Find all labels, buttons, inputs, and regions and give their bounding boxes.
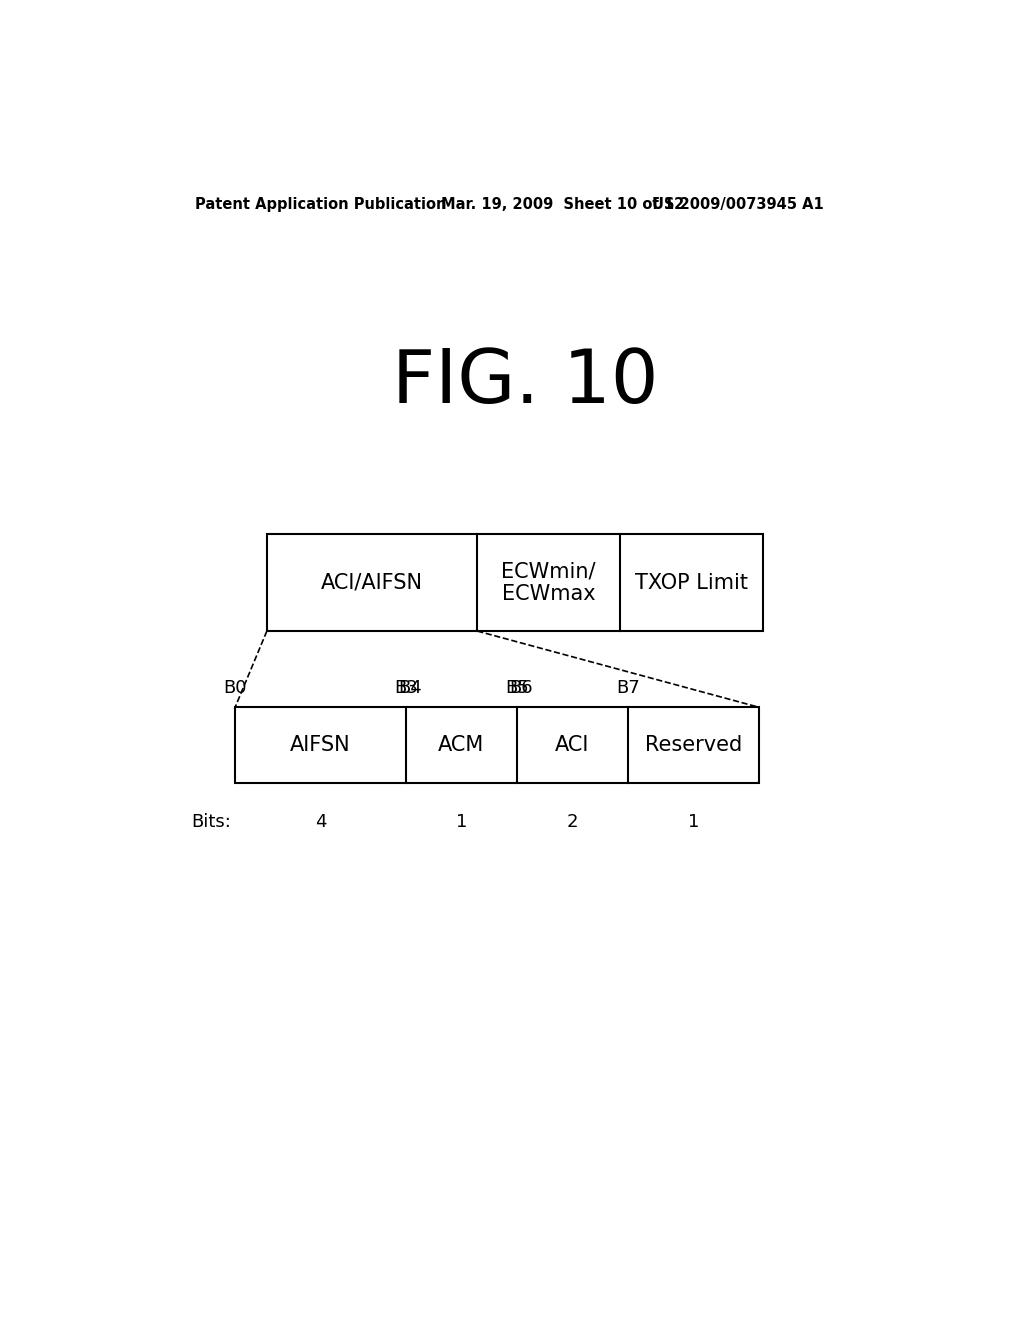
Text: ACI: ACI <box>555 735 590 755</box>
Text: ACM: ACM <box>438 735 484 755</box>
Text: FIG. 10: FIG. 10 <box>391 346 658 418</box>
Bar <box>267 535 763 631</box>
Text: B6: B6 <box>509 678 532 697</box>
Text: ACI/AIFSN: ACI/AIFSN <box>322 573 423 593</box>
Text: B0: B0 <box>223 678 247 697</box>
Text: B7: B7 <box>616 678 640 697</box>
Text: ECWmin/
ECWmax: ECWmin/ ECWmax <box>502 561 596 605</box>
Text: 2: 2 <box>566 813 579 832</box>
Bar <box>236 708 759 784</box>
Text: Reserved: Reserved <box>645 735 742 755</box>
Text: B4: B4 <box>398 678 422 697</box>
Text: US 2009/0073945 A1: US 2009/0073945 A1 <box>652 197 823 213</box>
Text: AIFSN: AIFSN <box>290 735 351 755</box>
Text: TXOP Limit: TXOP Limit <box>635 573 748 593</box>
Text: 1: 1 <box>688 813 699 832</box>
Text: 1: 1 <box>456 813 467 832</box>
Text: B5: B5 <box>505 678 528 697</box>
Text: B3: B3 <box>394 678 418 697</box>
Text: Bits:: Bits: <box>191 813 231 832</box>
Text: Mar. 19, 2009  Sheet 10 of 12: Mar. 19, 2009 Sheet 10 of 12 <box>441 197 685 213</box>
Text: 4: 4 <box>314 813 327 832</box>
Text: Patent Application Publication: Patent Application Publication <box>196 197 446 213</box>
